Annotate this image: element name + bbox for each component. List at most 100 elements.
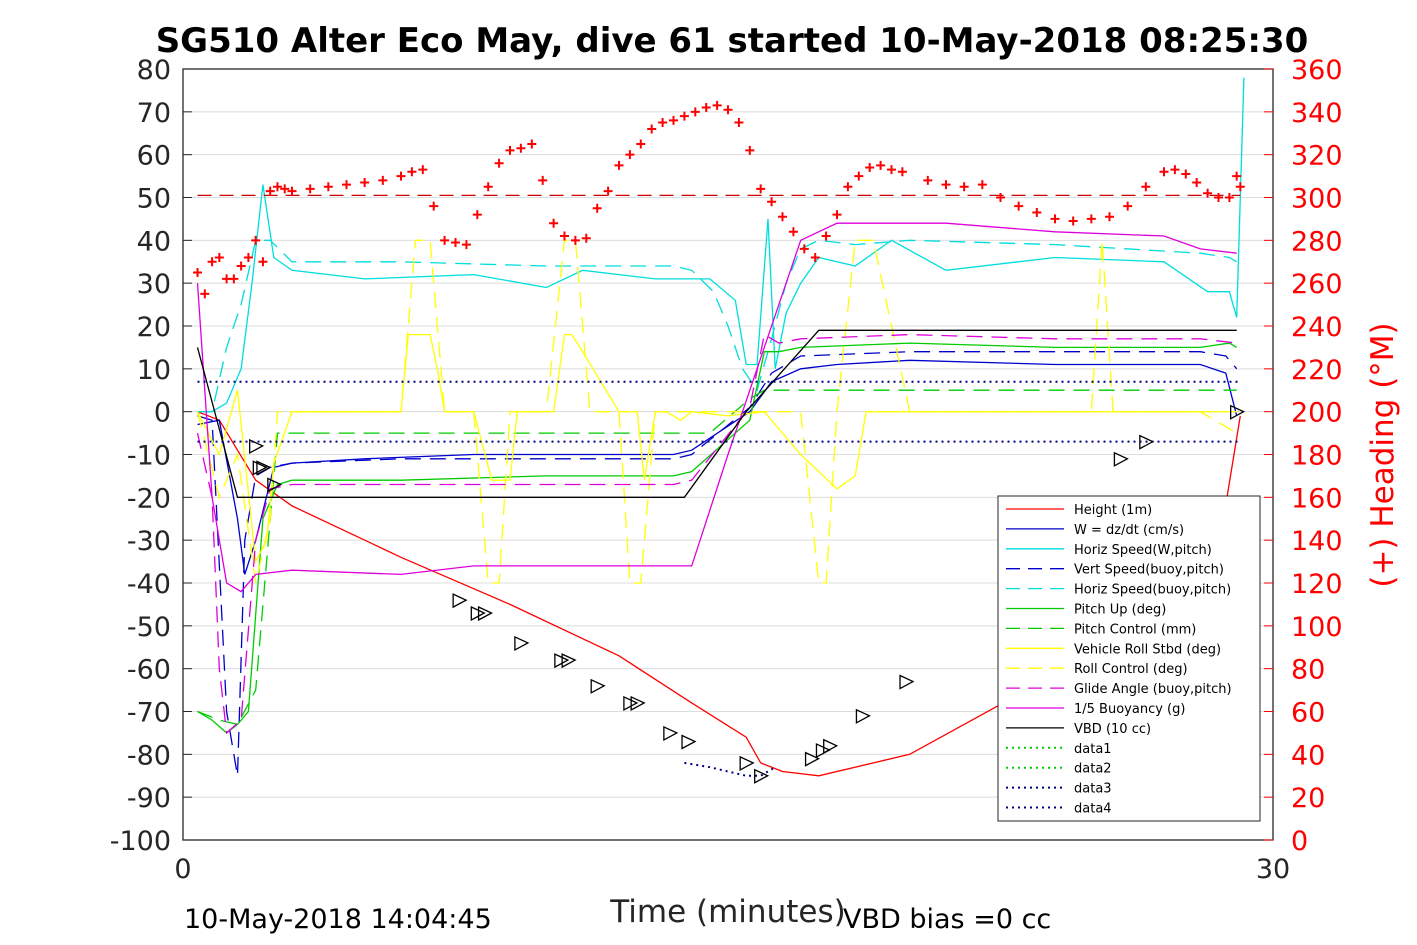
right-tick-label: 300 [1291,184,1343,215]
heading-point [897,167,907,177]
left-tick-label: 40 [137,226,171,257]
heading-point [679,111,689,121]
series-line-5 [197,342,1238,734]
heading-point [1086,214,1096,224]
right-tick-label: 160 [1291,483,1343,514]
heading-point [440,235,450,245]
triangle-marker [815,743,831,759]
heading-point [1214,193,1223,202]
legend-entry: Vert Speed(buoy,pitch) [1074,563,1224,578]
left-tick-label: 70 [137,98,171,129]
heading-point [821,231,831,241]
legend-entry: Glide Angle (buoy,pitch) [1074,682,1232,697]
heading-point [527,139,537,149]
heading-point [734,118,744,128]
triangle-marker [754,768,770,784]
triangle-marker [1230,404,1246,420]
heading-point [538,175,548,185]
right-tick-label: 200 [1291,398,1343,429]
triangle-marker [663,725,679,742]
heading-point [614,160,624,170]
heading-point [451,237,460,247]
heading-point [1105,212,1114,222]
right-tick-label: 360 [1291,55,1343,86]
heading-point [767,197,777,207]
right-tick-label: 240 [1291,312,1343,343]
heading-point [549,218,559,228]
triangle-marker [590,678,606,694]
heading-point [1235,182,1245,192]
heading-point [723,105,733,115]
triangle-marker [823,738,839,754]
heading-point [505,145,515,155]
triangle-marker [252,460,268,476]
heading-point [287,186,297,196]
heading-point [516,143,526,153]
heading-point [280,184,290,194]
right-tick-label: 280 [1291,226,1343,257]
heading-point [472,210,482,220]
heading-point [229,274,239,284]
right-tick-label: 100 [1291,612,1343,643]
series-line-3 [197,351,1238,776]
heading-point [1141,182,1151,192]
heading-point [251,235,261,245]
left-tick-label: 50 [137,184,171,215]
left-tick-label: -10 [127,441,171,472]
left-tick-label: -100 [110,826,171,857]
right-tick-label: 180 [1291,441,1343,472]
right-tick-label: 60 [1291,698,1325,729]
heading-point [941,180,951,190]
heading-point [560,231,569,241]
heading-point [636,139,646,149]
right-tick-label: 220 [1291,355,1343,386]
heading-point [865,163,875,173]
heading-point [236,261,246,271]
heading-point [407,167,417,177]
heading-point [712,100,722,110]
left-tick-label: -60 [127,655,171,686]
heading-point [701,103,711,113]
left-axis-ticks: 80 70 60 50 40 30 20 10 0 -10 -20 -30 -40 -50 -60 -70 -8… [110,55,192,857]
heading-point [1159,167,1169,177]
left-tick-label: 20 [137,312,171,343]
heading-point [378,175,388,185]
heading-point [887,165,896,175]
heading-point [429,201,439,211]
marker-layer [249,404,1246,784]
heading-point [843,182,853,192]
heading-point [996,193,1005,202]
legend-entry: data1 [1074,742,1112,757]
heading-point [810,252,820,262]
heading-point [745,145,755,155]
heading-point [1123,201,1133,211]
triangle-marker [477,605,494,622]
right-axis-label: (+) Heading (°M) [1365,322,1401,587]
right-tick-label: 260 [1291,269,1343,300]
legend-entry: Pitch Up (deg) [1074,603,1166,618]
heading-point [214,252,224,262]
heading-point [581,233,591,243]
legend-entry: Pitch Control (mm) [1074,622,1196,637]
triangle-marker [554,653,570,669]
heading-point [258,257,268,267]
left-tick-label: 30 [137,269,171,300]
triangle-marker [561,653,577,669]
right-axis-ticks: 3603403203002802602402202001801601401201… [1264,55,1343,857]
left-tick-label: 10 [137,355,171,386]
heading-point [305,184,315,194]
triangle-marker [899,674,915,690]
legend-entry: Horiz Speed(buoy,pitch) [1074,583,1231,598]
heading-point [570,235,580,245]
triangle-marker [1113,451,1129,467]
triangle-marker [681,734,697,750]
triangle-marker [623,695,639,712]
heading-point [788,227,798,237]
heading-point [1032,207,1042,217]
heading-point [1203,188,1213,198]
series-line-4 [197,239,1238,413]
right-tick-label: 80 [1291,655,1325,686]
left-tick-label: -30 [127,526,171,557]
right-tick-label: 40 [1291,740,1325,771]
